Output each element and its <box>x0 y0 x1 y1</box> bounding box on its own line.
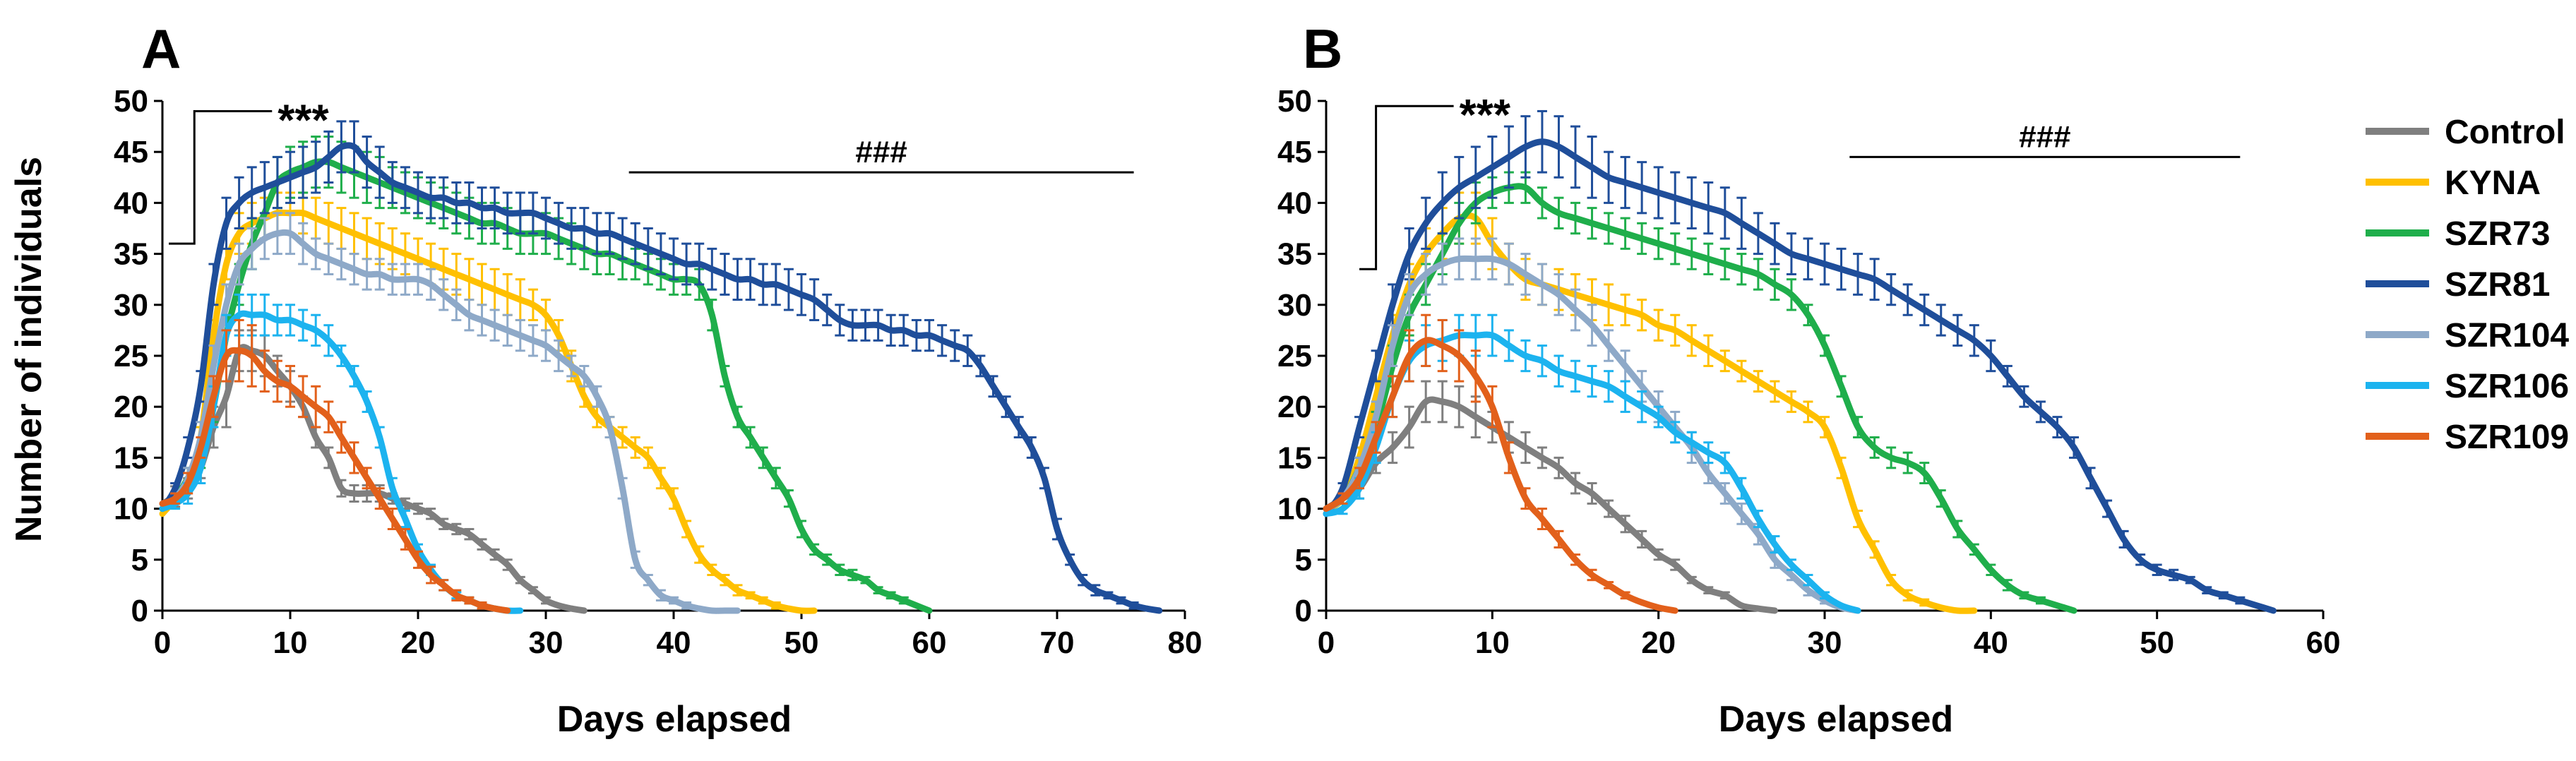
panel-a-significance-stars: *** <box>278 96 329 145</box>
panel-a-annotations: *** ### <box>169 96 1134 245</box>
panel-b-line-szr81 <box>1323 138 2277 614</box>
panel-b-significance-bracket <box>1359 104 1454 270</box>
panel-b-x-tick-label: 40 <box>1974 625 2008 660</box>
panel-a-x-tick-label: 70 <box>1040 625 1075 660</box>
legend-item-szr106: SZR106 <box>2366 368 2569 405</box>
panel-a-x-axis-title: Days elapsed <box>557 699 792 740</box>
panel-a-label: A <box>141 18 181 80</box>
panel-a-series-szr81 <box>159 120 1163 614</box>
panel-b-x-tick-label: 30 <box>1808 625 1842 660</box>
panel-a-series-szr104 <box>159 212 741 614</box>
panel-b-x-tick-label: 60 <box>2306 625 2341 660</box>
legend: Control KYNA SZR73 SZR81 SZR104 SZR106 SZR109 <box>2366 114 2569 456</box>
panel-a-x-tick-label: 30 <box>529 625 564 660</box>
panel-b-annotations: *** ### <box>1359 91 2241 270</box>
legend-item-control: Control <box>2366 114 2565 151</box>
panel-a-series-control <box>159 329 588 614</box>
legend-item-szr104: SZR104 <box>2366 317 2569 354</box>
panel-b-axes: 0 5 10 15 20 25 30 35 40 45 50 0 10 20 30 40 50 60 <box>1277 84 2340 660</box>
panel-b-x-tick-label: 10 <box>1475 625 1510 660</box>
legend-item-szr73: SZR73 <box>2366 215 2550 253</box>
panel-b-x-tick-label: 50 <box>2140 625 2174 660</box>
panel-b-line-szr104 <box>1323 255 1861 614</box>
panel-a-line-szr81 <box>159 142 1163 614</box>
panel-a-y-tick-label: 25 <box>114 339 148 373</box>
panel-a-y-tick-label: 15 <box>114 441 148 475</box>
panel-a-y-tick-label: 30 <box>114 288 148 323</box>
panel-a-significance-bracket <box>169 109 273 245</box>
legend-label: SZR104 <box>2445 317 2569 354</box>
panel-b-x-tick-label: 0 <box>1318 625 1335 660</box>
panel-a-series-szr109 <box>159 318 511 614</box>
panel-a-y-tick-label: 35 <box>114 237 148 272</box>
panel-b-x-axis-title: Days elapsed <box>1719 699 1953 740</box>
panel-a-line-control <box>159 344 588 614</box>
panel-a-y-tick-label: 45 <box>114 135 148 169</box>
y-axis-title: Number of individuals <box>8 157 49 542</box>
panel-b-y-tick-label: 40 <box>1277 186 1312 220</box>
panel-a-x-tick-label: 20 <box>401 625 436 660</box>
panel-a-series <box>159 120 1163 614</box>
legend-item-kyna: KYNA <box>2366 164 2541 202</box>
legend-label: SZR106 <box>2445 368 2569 405</box>
panel-b-line-szr109 <box>1323 337 1678 614</box>
panel-a-y-tick-label: 50 <box>114 84 148 119</box>
legend-label: SZR81 <box>2445 266 2550 304</box>
panel-a-line-szr104 <box>159 229 741 614</box>
panel-b-y-tick-label: 20 <box>1277 390 1312 424</box>
panel-b-y-tick-label: 50 <box>1277 84 1312 119</box>
legend-label: SZR73 <box>2445 215 2550 253</box>
panel-b-series-szr109 <box>1323 313 1678 614</box>
panel-b-x-tick-label: 20 <box>1641 625 1676 660</box>
panel-a-axes: 0 5 10 15 20 25 30 35 40 45 50 0 10 20 30 40 50 60 70 80 <box>114 84 1202 660</box>
panel-a-y-tick-label: 20 <box>114 390 148 424</box>
panel-b-series-control <box>1323 380 1778 614</box>
panel-b-significance-stars: *** <box>1460 91 1511 140</box>
panel-b-series-szr104 <box>1323 237 1861 614</box>
legend-label: KYNA <box>2445 164 2541 202</box>
panel-b-series <box>1323 109 2277 614</box>
legend-item-szr109: SZR109 <box>2366 419 2569 456</box>
panel-a-x-tick-label: 0 <box>154 625 171 660</box>
panel-b-y-tick-label: 15 <box>1277 441 1312 475</box>
panel-a-hash-annotation: ### <box>855 135 907 169</box>
panel-b-hash-annotation: ### <box>2019 119 2070 154</box>
panel-a-y-tick-label: 0 <box>131 594 148 628</box>
panel-b-label: B <box>1303 18 1342 80</box>
panel-b-y-tick-label: 45 <box>1277 135 1312 169</box>
panel-b-y-tick-label: 25 <box>1277 339 1312 373</box>
panel-a-x-tick-label: 80 <box>1168 625 1203 660</box>
panel-b-line-control <box>1323 396 1778 614</box>
panel-b-y-tick-label: 35 <box>1277 237 1312 272</box>
panel-b: B 0 5 10 15 20 25 30 35 40 45 50 0 10 20 30 40 50 60 *** #… <box>1277 18 2340 740</box>
panel-b-y-tick-label: 5 <box>1295 543 1312 577</box>
panel-b-line-szr73 <box>1323 183 2077 614</box>
panel-b-y-tick-label: 30 <box>1277 288 1312 323</box>
legend-item-szr81: SZR81 <box>2366 266 2550 304</box>
panel-b-series-szr81 <box>1323 109 2277 614</box>
panel-b-y-tick-label: 10 <box>1277 492 1312 527</box>
legend-label: SZR109 <box>2445 419 2569 456</box>
panel-a-x-tick-label: 50 <box>785 625 819 660</box>
panel-a-y-tick-label: 40 <box>114 186 148 220</box>
panel-a-x-tick-label: 10 <box>273 625 308 660</box>
panel-a-x-tick-label: 60 <box>912 625 947 660</box>
panel-a-x-tick-label: 40 <box>657 625 691 660</box>
panel-b-y-tick-label: 0 <box>1295 594 1312 628</box>
panel-a-y-tick-label: 10 <box>114 492 148 527</box>
panel-a-line-szr109 <box>159 347 511 614</box>
legend-label: Control <box>2445 114 2565 151</box>
panel-a-y-tick-label: 5 <box>131 543 148 577</box>
